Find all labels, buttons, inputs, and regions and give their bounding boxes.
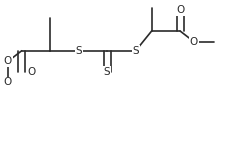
Text: S: S <box>103 67 110 77</box>
Text: O: O <box>189 37 197 47</box>
Text: S: S <box>75 46 82 56</box>
Text: O: O <box>175 5 183 15</box>
Text: O: O <box>4 56 12 66</box>
Text: S: S <box>132 46 138 56</box>
Text: O: O <box>4 78 12 87</box>
Text: O: O <box>27 67 35 77</box>
